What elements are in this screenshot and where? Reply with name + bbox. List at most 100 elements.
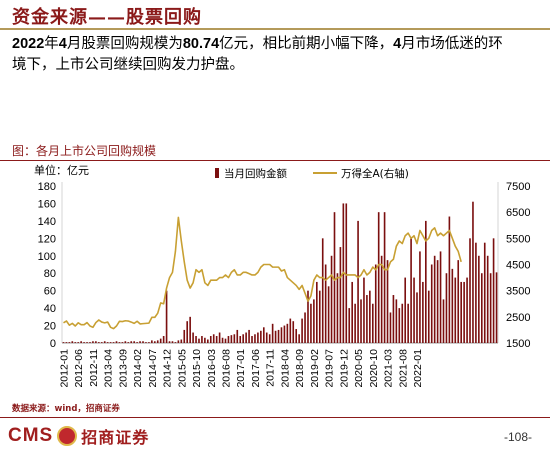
- bar: [469, 238, 471, 343]
- x-axis-tick: 2020-05: [353, 349, 365, 388]
- bar: [230, 335, 233, 343]
- bar: [486, 255, 489, 343]
- bar: [189, 316, 191, 343]
- left-axis-tick: 100: [38, 251, 56, 263]
- bar: [71, 341, 74, 343]
- bar: [251, 336, 253, 343]
- x-axis-tick: 2019-12: [338, 349, 350, 388]
- bar: [410, 238, 412, 343]
- bar: [268, 334, 271, 343]
- bar: [489, 273, 492, 343]
- bar: [106, 342, 109, 343]
- bar: [351, 281, 353, 343]
- bar: [227, 336, 230, 343]
- bar: [327, 286, 330, 343]
- bar: [89, 342, 91, 343]
- title-divider: [0, 28, 550, 30]
- x-axis-tick: 2015-05: [176, 349, 188, 388]
- bar: [159, 338, 162, 343]
- legend-swatch-bar: [215, 168, 219, 178]
- bar: [153, 341, 156, 343]
- bar: [451, 268, 454, 343]
- x-axis-tick: 2021-08: [397, 349, 409, 388]
- bar: [262, 327, 265, 343]
- x-axis-tick: 2015-10: [191, 349, 203, 388]
- bar: [407, 303, 409, 343]
- bar: [445, 273, 448, 343]
- bar: [416, 292, 418, 343]
- right-axis-tick: 2500: [506, 312, 530, 324]
- bar: [201, 336, 203, 343]
- x-axis-tick: 2012-11: [88, 349, 100, 387]
- brand-seal-icon: [57, 426, 78, 446]
- bar: [124, 341, 127, 343]
- x-axis-tick: 2017-06: [250, 349, 262, 388]
- bar: [115, 341, 118, 343]
- unit-label: 单位：亿元: [34, 163, 89, 177]
- bar: [425, 220, 427, 343]
- bar: [475, 242, 477, 343]
- bar: [133, 341, 135, 343]
- page-number: -108-: [503, 430, 532, 444]
- bar: [422, 281, 424, 343]
- bar: [348, 308, 351, 343]
- bar: [472, 201, 474, 343]
- bar: [265, 332, 268, 343]
- summary-month: 4: [58, 36, 67, 52]
- bar: [371, 303, 374, 343]
- bar: [260, 330, 262, 343]
- x-axis-tick: 2012-01: [58, 349, 70, 388]
- right-axis-tick: 1500: [506, 338, 530, 350]
- page-title: 资金来源——股票回购: [12, 7, 202, 28]
- left-axis-tick: 60: [44, 286, 56, 298]
- bar: [65, 342, 68, 343]
- left-axis-tick: 120: [38, 233, 56, 245]
- left-axis-tick: 40: [44, 303, 56, 315]
- bar: [283, 325, 286, 343]
- bar: [395, 299, 398, 343]
- summary-part: 月市场低迷的环境下，上市公司继续回购发力护盘。: [12, 36, 503, 73]
- x-axis-tick: 2018-04: [279, 349, 291, 388]
- bar: [483, 242, 486, 343]
- bar: [286, 323, 289, 343]
- bar: [433, 255, 436, 343]
- bar: [492, 238, 495, 343]
- bar: [162, 336, 165, 343]
- summary-text: 2022年4月股票回购规模为80.74亿元，相比前期小幅下降，4月市场低迷的环境…: [12, 34, 512, 76]
- bar: [171, 341, 174, 343]
- x-axis-tick: 2012-06: [73, 349, 85, 388]
- bar: [289, 318, 292, 343]
- bar: [457, 260, 460, 343]
- bar: [310, 303, 312, 343]
- index-line: [63, 216, 462, 330]
- left-axis-tick: 20: [44, 321, 56, 333]
- x-axis-tick: 2022-01: [412, 349, 424, 388]
- x-axis-tick: 2019-02: [309, 349, 321, 388]
- bar: [212, 334, 215, 343]
- bar: [339, 247, 342, 343]
- bar: [363, 277, 365, 343]
- bar: [333, 212, 336, 343]
- bar: [148, 342, 150, 343]
- bar: [98, 342, 100, 343]
- bar: [221, 337, 224, 343]
- bar: [466, 277, 468, 343]
- bar: [298, 334, 300, 343]
- bar: [165, 290, 168, 343]
- bar: [218, 332, 221, 343]
- bar: [392, 295, 395, 343]
- bar: [183, 329, 186, 343]
- buyback-chart: 单位：亿元 当月回购金额 万得全A(右轴) 0 20 40 60 80 100 120 140 160…: [34, 163, 530, 388]
- bar: [254, 334, 256, 343]
- bar: [100, 342, 103, 343]
- bar: [204, 337, 206, 343]
- bar: [292, 321, 295, 343]
- bar: [109, 342, 112, 343]
- bar: [68, 342, 71, 343]
- bar: [354, 303, 356, 343]
- bar: [442, 299, 445, 343]
- bar: [207, 339, 209, 343]
- summary-year: 2022: [12, 36, 45, 52]
- summary-part: 年: [44, 36, 59, 52]
- bar: [257, 332, 259, 343]
